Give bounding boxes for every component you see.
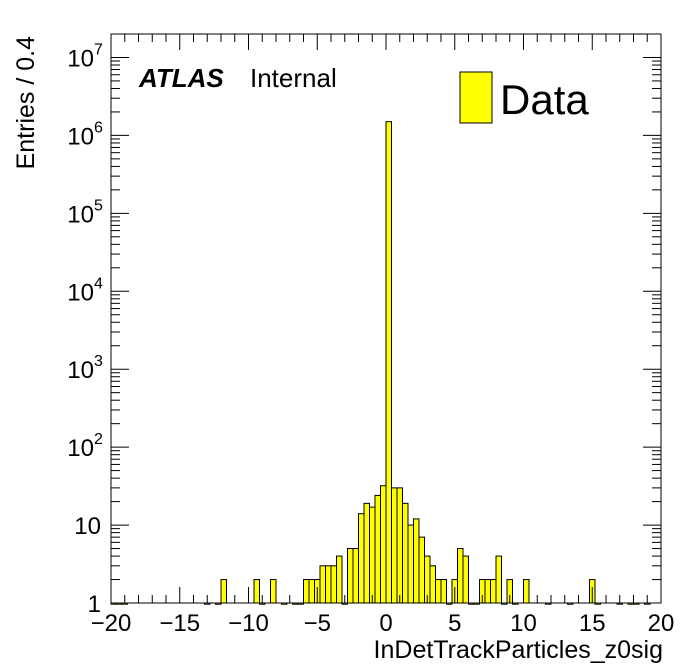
histogram-bin bbox=[358, 513, 365, 604]
x-tick-label: 20 bbox=[648, 610, 675, 637]
histogram-bin bbox=[308, 579, 315, 604]
y-tick-exponent: 5 bbox=[94, 197, 103, 214]
histogram-bin bbox=[545, 602, 552, 605]
histogram-bin bbox=[363, 502, 370, 604]
histogram-bin bbox=[512, 602, 519, 605]
histogram-bin bbox=[297, 602, 304, 605]
y-tick-label: 10 bbox=[67, 45, 94, 72]
histogram-bin bbox=[495, 555, 502, 604]
x-tick-labels: −20 −15 −10 −5 0 5 10 15 20 bbox=[91, 610, 675, 637]
histogram-bin bbox=[407, 524, 414, 604]
histogram-bars bbox=[110, 121, 651, 605]
x-tick-label: 10 bbox=[510, 610, 537, 637]
histogram-bin bbox=[374, 494, 381, 604]
y-tick-label: 10 bbox=[74, 513, 101, 540]
histogram-bin bbox=[462, 555, 469, 604]
histogram-bin bbox=[369, 506, 376, 604]
x-tick-label: −10 bbox=[228, 610, 269, 637]
histogram-bin bbox=[446, 602, 453, 605]
histogram-bin bbox=[633, 602, 640, 605]
x-tick-label: −5 bbox=[304, 610, 331, 637]
histogram-bin bbox=[204, 602, 211, 605]
histogram-bin bbox=[281, 602, 288, 605]
histogram-bin bbox=[484, 579, 491, 604]
histogram-bin bbox=[468, 602, 475, 605]
y-tick-exponent: 7 bbox=[94, 41, 103, 58]
histogram-bin bbox=[391, 487, 398, 604]
y-tick-label: 10 bbox=[67, 357, 94, 384]
y-tick-label: 10 bbox=[67, 435, 94, 462]
histogram-bin bbox=[303, 579, 310, 604]
histogram-bin bbox=[413, 518, 420, 604]
histogram-bin bbox=[385, 121, 392, 604]
histogram-bin bbox=[473, 602, 480, 605]
y-tick-exponent: 4 bbox=[94, 275, 103, 292]
y-tick-exponent: 6 bbox=[94, 119, 103, 136]
histogram-bin bbox=[402, 502, 409, 604]
y-tick-label: 10 bbox=[67, 279, 94, 306]
y-tick-exponent: 2 bbox=[94, 431, 103, 448]
legend: Data bbox=[459, 71, 589, 124]
histogram-bin bbox=[523, 579, 530, 604]
y-tick-label: 10 bbox=[67, 123, 94, 150]
histogram-bin bbox=[616, 602, 623, 605]
x-tick-label: 0 bbox=[379, 610, 392, 637]
x-tick-label: 5 bbox=[448, 610, 461, 637]
x-axis-label: InDetTrackParticles_z0sig bbox=[374, 636, 663, 664]
histogram-bin bbox=[270, 579, 277, 604]
histogram-bin bbox=[457, 548, 464, 604]
histogram-bin bbox=[330, 565, 337, 604]
histogram-bin bbox=[380, 485, 387, 604]
histogram-bin bbox=[259, 602, 266, 605]
axis-ticks bbox=[110, 33, 662, 604]
histogram-bin bbox=[490, 579, 497, 604]
internal-label: Internal bbox=[250, 63, 337, 93]
y-tick-label: 1 bbox=[88, 591, 101, 618]
histogram-bin bbox=[352, 548, 359, 604]
histogram-bin bbox=[215, 602, 222, 605]
y-tick-label: 10 bbox=[67, 201, 94, 228]
histogram-bin bbox=[501, 602, 508, 605]
histogram-bin bbox=[418, 536, 425, 604]
histogram-bin bbox=[627, 602, 634, 605]
histogram-bin bbox=[336, 555, 343, 604]
histogram-bin bbox=[319, 565, 326, 604]
atlas-label: ATLAS bbox=[138, 63, 224, 93]
legend-label: Data bbox=[500, 76, 589, 123]
x-tick-label: −15 bbox=[159, 610, 200, 637]
y-axis-label: Entries / 0.4 bbox=[12, 36, 40, 169]
histogram-bin bbox=[220, 579, 227, 604]
histogram-bin bbox=[292, 602, 299, 605]
x-tick-label: 15 bbox=[579, 610, 606, 637]
histogram-bin bbox=[567, 602, 574, 605]
histogram-bin bbox=[341, 602, 348, 605]
legend-swatch bbox=[459, 71, 493, 124]
histogram-bin bbox=[594, 602, 601, 605]
histogram-bin bbox=[396, 487, 403, 604]
histogram-bin bbox=[440, 579, 447, 604]
histogram-bin bbox=[253, 579, 260, 604]
histogram-bin bbox=[429, 565, 436, 604]
histogram-bin bbox=[347, 548, 354, 604]
y-tick-exponent: 3 bbox=[94, 353, 103, 370]
histogram-bin bbox=[435, 579, 442, 604]
histogram-bin bbox=[325, 565, 332, 604]
x-tick-label: −20 bbox=[91, 610, 132, 637]
